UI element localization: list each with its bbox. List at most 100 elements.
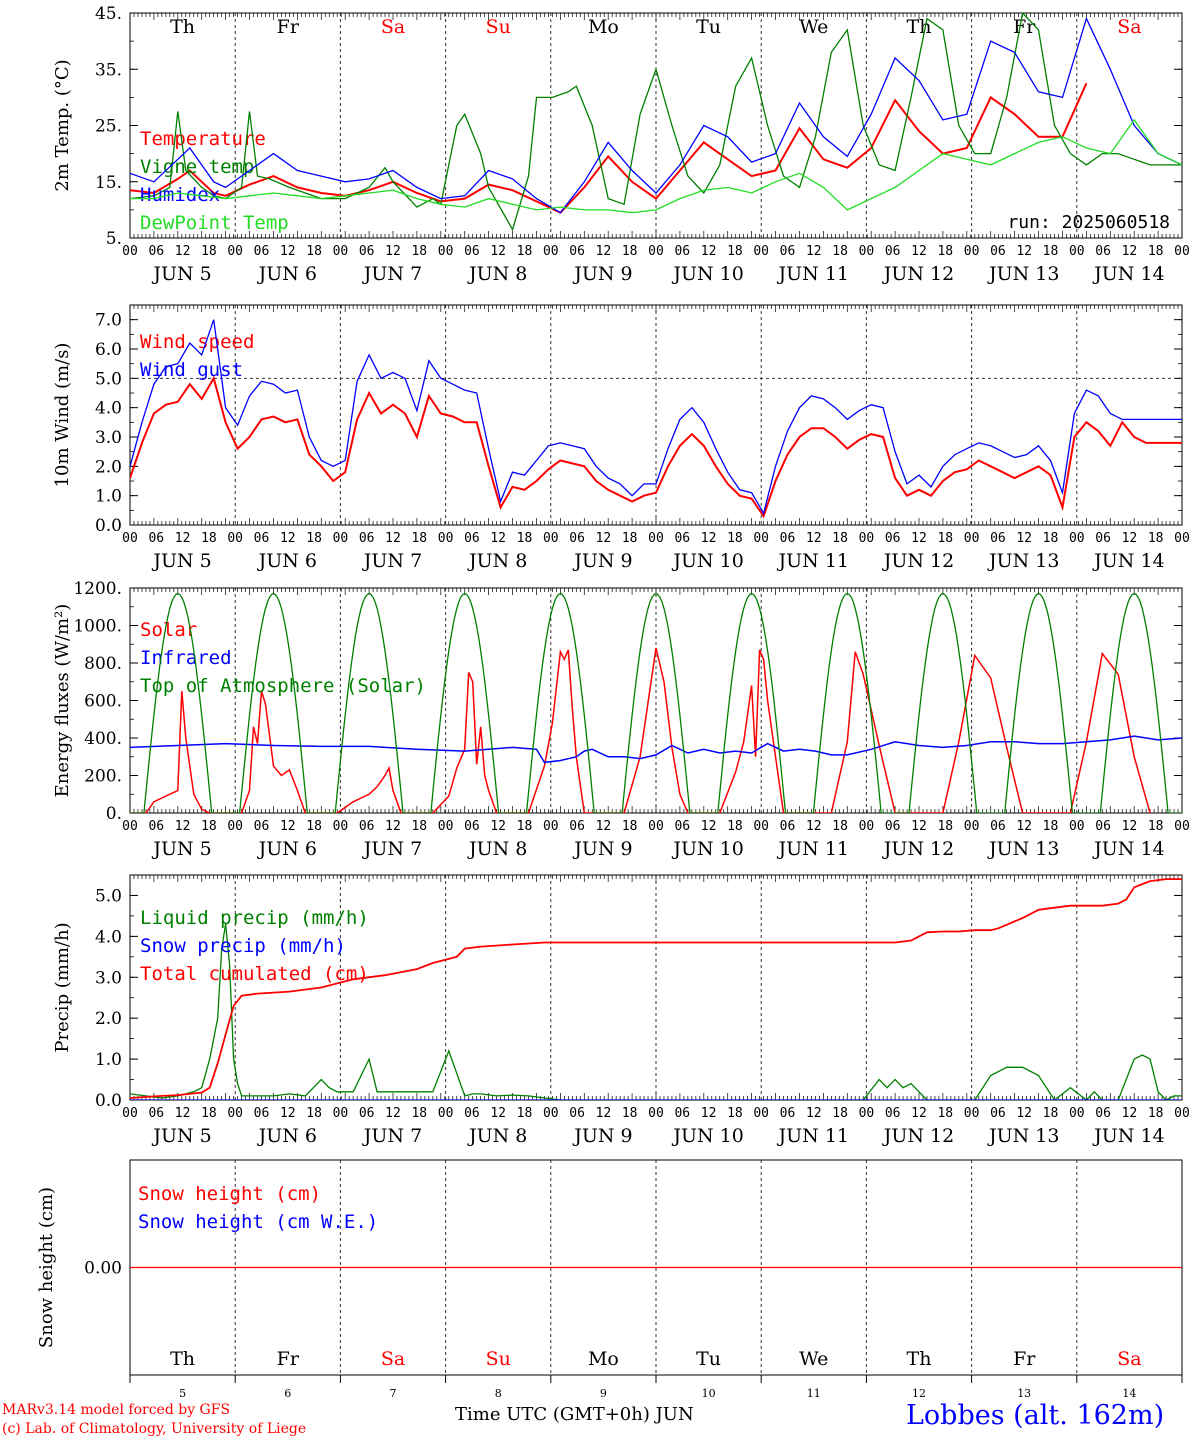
date-label: JUN 5	[151, 1125, 211, 1147]
day-name-label: Th	[907, 16, 932, 38]
hour-label: 18	[411, 244, 427, 259]
hour-label: 00	[227, 531, 243, 546]
date-label: JUN 14	[1092, 838, 1164, 860]
hour-label: 06	[254, 1106, 270, 1121]
hour-label: 18	[411, 531, 427, 546]
date-label: JUN 6	[257, 263, 317, 285]
hour-label: 12	[806, 531, 822, 546]
hour-label: 18	[937, 1106, 953, 1121]
hour-label: 06	[569, 531, 585, 546]
hour-label: 12	[911, 531, 927, 546]
hour-label: 12	[1016, 531, 1032, 546]
hour-label: 12	[911, 244, 927, 259]
y-tick-label: 400.	[84, 729, 122, 749]
hour-label: 06	[1095, 531, 1111, 546]
date-label: JUN 6	[257, 838, 317, 860]
panel-1: 5. 15. 25. 35. 45. 2m Temp. (°C) Th Fr Sa Su Mo Tu W…	[52, 4, 1190, 285]
day-number-label: 11	[807, 1387, 821, 1400]
day-name-label: Sa	[1117, 16, 1141, 38]
series-line-solar	[130, 647, 1151, 813]
hour-label: 06	[464, 819, 480, 834]
hour-label: 00	[859, 819, 875, 834]
hour-label: 12	[701, 819, 717, 834]
day-name-label: Fr	[277, 1348, 300, 1370]
hour-label: 06	[885, 531, 901, 546]
hour-label: 12	[1016, 244, 1032, 259]
date-label: JUN 5	[151, 263, 211, 285]
day-name-label: Tu	[696, 1348, 721, 1370]
hour-label: 06	[885, 819, 901, 834]
hour-label: 06	[359, 819, 375, 834]
hour-label: 18	[1148, 531, 1164, 546]
hour-label: 06	[148, 531, 164, 546]
panel-3: 0. 200. 400. 600. 800. 1000. 1200.Energy fluxe…	[52, 579, 1190, 860]
hour-label: 12	[701, 1106, 717, 1121]
date-label: JUN 11	[777, 263, 849, 285]
date-label: JUN 8	[467, 550, 527, 572]
day-number-label: 6	[284, 1387, 291, 1400]
hour-label: 12	[1122, 1106, 1138, 1121]
hour-label: 12	[596, 531, 612, 546]
hour-label: 12	[175, 244, 191, 259]
hour-label: 06	[359, 531, 375, 546]
date-label: JUN 9	[572, 1125, 632, 1147]
y-tick-label: 0.0	[95, 1091, 122, 1111]
y-axis-title: Precip (mm/h)	[52, 922, 73, 1052]
y-tick-label: 25.	[95, 117, 122, 137]
hour-label: 12	[596, 1106, 612, 1121]
hour-label: 00	[543, 531, 559, 546]
panel-2: 0.0 1.0 2.0 3.0 4.0 5.0 6.0 7.0 10m Wind (m/s) 00…	[52, 304, 1190, 572]
hour-label: 18	[832, 531, 848, 546]
hour-label: 00	[753, 531, 769, 546]
hour-label: 18	[1043, 1106, 1059, 1121]
hour-label: 06	[359, 244, 375, 259]
date-label: JUN 10	[671, 263, 743, 285]
station-label: Lobbes (alt. 162m)	[906, 1400, 1165, 1431]
hour-label: 06	[674, 819, 690, 834]
date-label: JUN 8	[467, 263, 527, 285]
hour-label: 06	[1095, 244, 1111, 259]
hour-label: 06	[254, 244, 270, 259]
hour-label: 18	[937, 819, 953, 834]
hour-label: 06	[780, 244, 796, 259]
hour-label: 00	[1069, 244, 1085, 259]
date-label: JUN 9	[572, 263, 632, 285]
y-tick-label: 3.0	[95, 968, 122, 988]
y-tick-label: 45.	[95, 4, 122, 24]
y-tick-label: 1200.	[73, 579, 122, 599]
hour-label: 00	[438, 819, 454, 834]
hour-label: 18	[517, 244, 533, 259]
hour-label: 18	[201, 531, 217, 546]
hour-label: 12	[280, 531, 296, 546]
date-label: JUN 7	[362, 263, 422, 285]
hour-label: 06	[569, 244, 585, 259]
hour-label: 00	[438, 244, 454, 259]
y-tick-label: 3.0	[95, 428, 122, 448]
hour-label: 00	[227, 244, 243, 259]
hour-label: 18	[1148, 819, 1164, 834]
hour-label: 12	[280, 244, 296, 259]
hour-label: 12	[911, 819, 927, 834]
hour-label: 18	[937, 531, 953, 546]
hour-label: 00	[648, 244, 664, 259]
date-label: JUN 11	[777, 550, 849, 572]
hour-label: 06	[1095, 819, 1111, 834]
y-tick-label: 4.0	[95, 399, 122, 419]
date-label: JUN 10	[671, 1125, 743, 1147]
hour-label: 06	[464, 244, 480, 259]
hour-label: 06	[885, 1106, 901, 1121]
date-label: JUN 6	[257, 550, 317, 572]
hour-label: 00	[333, 531, 349, 546]
hour-label: 00	[964, 244, 980, 259]
hour-label: 06	[674, 244, 690, 259]
hour-label: 06	[464, 1106, 480, 1121]
hour-label: 12	[385, 244, 401, 259]
date-label: JUN 13	[987, 838, 1059, 860]
day-name-label: Tu	[696, 16, 721, 38]
day-number-label: 13	[1017, 1387, 1031, 1400]
hour-label: 12	[911, 1106, 927, 1121]
y-tick-label: 0.	[106, 804, 122, 824]
hour-label: 18	[306, 1106, 322, 1121]
date-label: JUN 9	[572, 838, 632, 860]
hour-label: 18	[201, 819, 217, 834]
